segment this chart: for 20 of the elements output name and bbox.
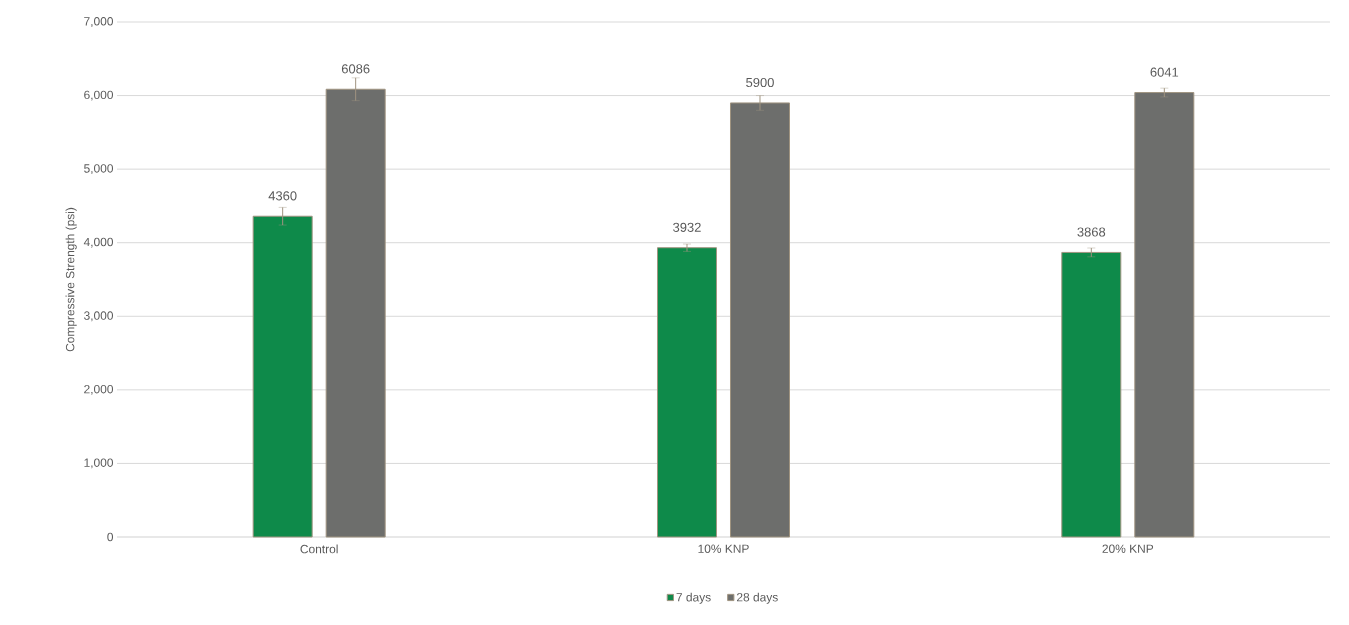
data-label: 6041 <box>1150 67 1179 77</box>
x-tick-label: 20% KNP <box>1102 544 1154 553</box>
legend-label: 7 days <box>676 592 711 604</box>
data-label: 5900 <box>746 77 774 88</box>
data-label: 6086 <box>341 64 370 74</box>
data-label: 4360 <box>268 191 297 201</box>
legend-label: 28 days <box>736 592 778 604</box>
y-tick-label: 5,000 <box>84 164 114 175</box>
y-tick-label: 2,000 <box>84 384 114 395</box>
x-tick-label: 10% KNP <box>698 544 749 553</box>
data-label: 3868 <box>1077 227 1106 237</box>
y-tick-label: 1,000 <box>84 458 114 469</box>
y-tick-label: 3,000 <box>84 311 114 322</box>
y-tick-label: 4,000 <box>83 237 114 248</box>
data-label: 3932 <box>673 222 701 232</box>
y-tick-label: 0 <box>107 532 114 542</box>
y-axis-title: Compressive Strength (psi) <box>65 207 77 352</box>
y-tick-label: 6,000 <box>84 90 114 101</box>
y-tick-label: 7,000 <box>84 17 114 27</box>
x-tick-label: Control <box>300 544 338 554</box>
